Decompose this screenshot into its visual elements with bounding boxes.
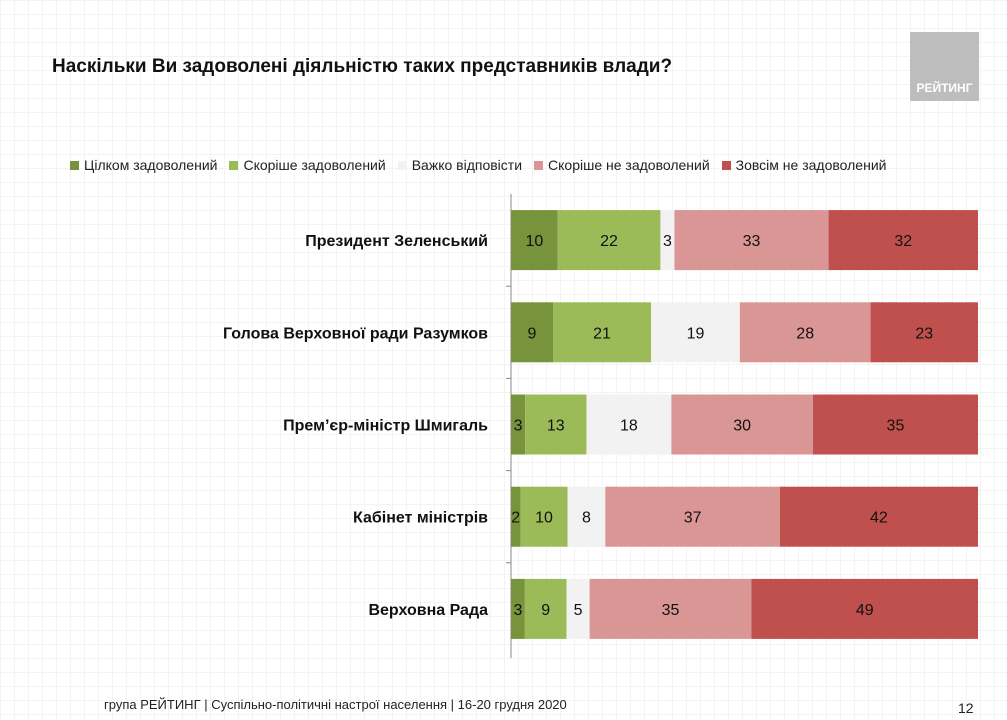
category-label: Президент Зеленський <box>305 233 488 250</box>
data-label: 3 <box>663 233 672 250</box>
bar-segment <box>567 486 606 547</box>
legend-label: Скоріше задоволений <box>243 157 386 173</box>
category-label: Верховна Рада <box>368 602 488 619</box>
legend-item: Скоріше задоволений <box>229 157 386 173</box>
data-label: 28 <box>796 325 814 342</box>
category-label: Голова Верховної ради Разумков <box>223 325 488 342</box>
data-label: 32 <box>894 233 912 250</box>
bar-segment <box>511 394 526 455</box>
category-label: Кабінет міністрів <box>353 510 488 527</box>
bar-segment <box>525 394 587 455</box>
data-label: 5 <box>574 602 583 619</box>
data-label: 37 <box>684 510 702 527</box>
bar-segment <box>524 578 567 639</box>
bar-segment <box>828 210 978 271</box>
data-label: 30 <box>733 418 751 435</box>
bar-segment <box>566 578 590 639</box>
bar-segment <box>870 302 978 363</box>
legend-swatch <box>534 160 544 170</box>
data-label: 49 <box>856 602 874 619</box>
data-label: 3 <box>513 602 522 619</box>
data-label: 3 <box>514 418 523 435</box>
data-label: 19 <box>687 325 705 342</box>
legend-label: Цілком задоволений <box>84 157 218 173</box>
bar-segment <box>511 486 521 547</box>
bar-segment <box>671 394 813 455</box>
legend-item: Цілком задоволений <box>70 157 217 173</box>
footer: група РЕЙТИНГ | Суспільно-політичні наст… <box>104 697 567 712</box>
legend-item: Скоріше не задоволений <box>534 157 710 173</box>
bar-segment <box>586 394 672 455</box>
bar-segment <box>779 486 978 547</box>
data-label: 13 <box>547 418 565 435</box>
bar-segment <box>589 578 752 639</box>
data-label: 2 <box>511 510 520 527</box>
data-label: 8 <box>582 510 591 527</box>
bar-segment <box>674 210 829 271</box>
bar-segment <box>520 486 568 547</box>
legend-item: Важко відповісти <box>397 157 523 173</box>
bar-segment <box>751 578 978 639</box>
rating-logo: РЕЙТИНГ <box>910 32 979 101</box>
bar-segment <box>812 394 978 455</box>
bar-segment <box>660 210 675 271</box>
data-label: 9 <box>541 602 550 619</box>
data-label: 35 <box>887 418 905 435</box>
category-label: Прем’єр-міністр Шмигаль <box>283 418 488 435</box>
legend-swatch <box>397 160 407 170</box>
data-label: 42 <box>870 510 888 527</box>
bar-segment <box>739 302 871 363</box>
legend-swatch <box>721 160 731 170</box>
bar-segment <box>511 210 558 271</box>
legend-label: Скоріше не задоволений <box>548 157 710 173</box>
legend-swatch <box>229 160 239 170</box>
bar-segment <box>651 302 740 363</box>
data-label: 10 <box>535 510 553 527</box>
data-label: 23 <box>915 325 933 342</box>
legend: Цілком задоволений Скоріше задоволений Важ… <box>70 157 886 173</box>
bar-segment <box>557 210 661 271</box>
bar-segment <box>511 578 525 639</box>
logo-text: РЕЙТИНГ <box>916 81 973 95</box>
legend-label: Важко відповісти <box>411 157 523 173</box>
legend-item: Зовсім не задоволений <box>721 157 887 173</box>
data-label: 33 <box>743 233 761 250</box>
legend-swatch <box>70 160 79 170</box>
chart-title: Наскільки Ви задоволені діяльністю таких… <box>52 56 673 77</box>
data-label: 21 <box>593 325 611 342</box>
bar-segment <box>511 302 554 363</box>
bar-segment <box>553 302 652 363</box>
bar-segment <box>605 486 780 547</box>
data-label: 9 <box>528 325 537 342</box>
legend-label: Зовсім не задоволений <box>735 157 887 173</box>
page-number: 12 <box>958 700 974 716</box>
data-label: 10 <box>525 233 543 250</box>
data-label: 22 <box>600 233 618 250</box>
data-label: 18 <box>620 418 638 435</box>
data-label: 35 <box>662 602 680 619</box>
